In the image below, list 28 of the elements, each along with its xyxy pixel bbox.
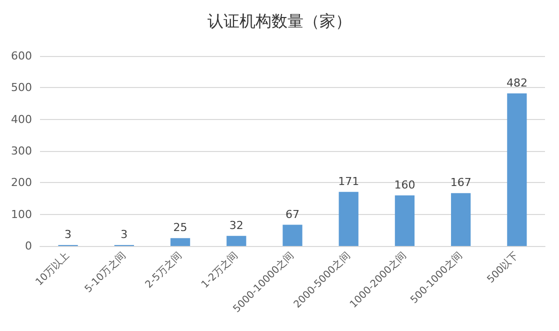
y-tick-label: 200	[11, 176, 32, 190]
data-label: 482	[506, 76, 528, 90]
x-tick-label: 1-2万之间	[199, 249, 240, 291]
y-tick-label: 400	[11, 112, 32, 126]
bar	[507, 93, 527, 246]
bar	[170, 238, 190, 246]
data-label: 160	[394, 178, 416, 192]
y-tick-label: 600	[11, 50, 32, 62]
y-tick-label: 0	[25, 240, 32, 252]
y-tick-label: 300	[11, 144, 32, 158]
data-label: 32	[229, 218, 244, 232]
data-label: 25	[173, 221, 188, 234]
bar	[451, 193, 471, 246]
data-label: 3	[64, 228, 72, 242]
bar	[226, 236, 246, 246]
bar	[338, 192, 358, 246]
y-tick-label: 500	[11, 81, 32, 94]
x-tick-label: 10万以上	[33, 249, 72, 288]
y-tick-label: 100	[11, 208, 32, 221]
x-tick-label: 500以下	[484, 249, 521, 286]
data-label: 3	[120, 228, 128, 242]
bar	[394, 195, 415, 246]
bar	[282, 224, 302, 246]
data-label: 167	[450, 176, 472, 190]
x-tick-label: 2-5万之间	[142, 249, 184, 291]
chart-title: 认证机构数量（家）	[208, 12, 352, 30]
data-label: 171	[338, 174, 360, 188]
data-label: 67	[286, 208, 300, 221]
